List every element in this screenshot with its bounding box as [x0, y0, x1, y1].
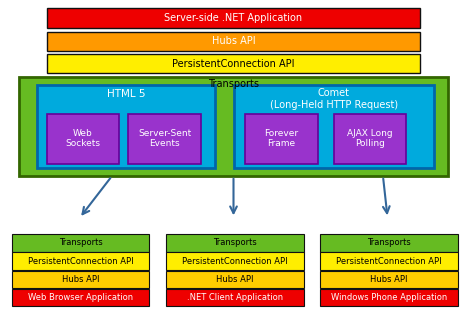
FancyBboxPatch shape: [47, 8, 420, 28]
Text: Web
Sockets: Web Sockets: [65, 129, 100, 149]
FancyBboxPatch shape: [234, 85, 434, 168]
Text: Forever
Frame: Forever Frame: [264, 129, 298, 149]
Text: Hubs API: Hubs API: [370, 275, 408, 284]
FancyBboxPatch shape: [47, 54, 420, 73]
FancyBboxPatch shape: [320, 252, 458, 270]
Text: Transports: Transports: [367, 238, 410, 247]
FancyBboxPatch shape: [19, 77, 448, 176]
FancyBboxPatch shape: [245, 114, 318, 164]
Text: HTML 5: HTML 5: [107, 89, 145, 99]
FancyBboxPatch shape: [320, 289, 458, 306]
FancyBboxPatch shape: [166, 234, 304, 252]
FancyBboxPatch shape: [12, 289, 149, 306]
FancyBboxPatch shape: [334, 114, 406, 164]
Text: Hubs API: Hubs API: [216, 275, 254, 284]
Text: Transports: Transports: [59, 238, 102, 247]
Text: Hubs API: Hubs API: [212, 36, 255, 46]
FancyBboxPatch shape: [128, 114, 201, 164]
FancyArrowPatch shape: [383, 179, 389, 213]
Text: Comet
(Long-Held HTTP Request): Comet (Long-Held HTTP Request): [270, 88, 398, 110]
Text: PersistentConnection API: PersistentConnection API: [182, 257, 288, 266]
Text: Server-side .NET Application: Server-side .NET Application: [164, 13, 303, 23]
FancyBboxPatch shape: [47, 32, 420, 51]
FancyBboxPatch shape: [12, 252, 149, 270]
FancyArrowPatch shape: [230, 179, 237, 213]
FancyBboxPatch shape: [166, 271, 304, 288]
FancyBboxPatch shape: [166, 289, 304, 306]
FancyBboxPatch shape: [12, 234, 149, 252]
Text: Transports: Transports: [213, 238, 256, 247]
FancyBboxPatch shape: [37, 85, 215, 168]
Text: Web Browser Application: Web Browser Application: [28, 293, 133, 302]
FancyBboxPatch shape: [166, 252, 304, 270]
Text: Server-Sent
Events: Server-Sent Events: [138, 129, 191, 149]
Text: Windows Phone Application: Windows Phone Application: [331, 293, 447, 302]
Text: PersistentConnection API: PersistentConnection API: [172, 59, 295, 69]
Text: Transports: Transports: [208, 79, 259, 89]
Text: Hubs API: Hubs API: [62, 275, 99, 284]
Text: .NET Client Application: .NET Client Application: [187, 293, 283, 302]
Text: PersistentConnection API: PersistentConnection API: [28, 257, 134, 266]
FancyBboxPatch shape: [12, 271, 149, 288]
Text: PersistentConnection API: PersistentConnection API: [336, 257, 442, 266]
Text: AJAX Long
Polling: AJAX Long Polling: [347, 129, 393, 149]
FancyArrowPatch shape: [83, 178, 110, 214]
FancyBboxPatch shape: [320, 271, 458, 288]
FancyBboxPatch shape: [320, 234, 458, 252]
FancyBboxPatch shape: [47, 114, 119, 164]
